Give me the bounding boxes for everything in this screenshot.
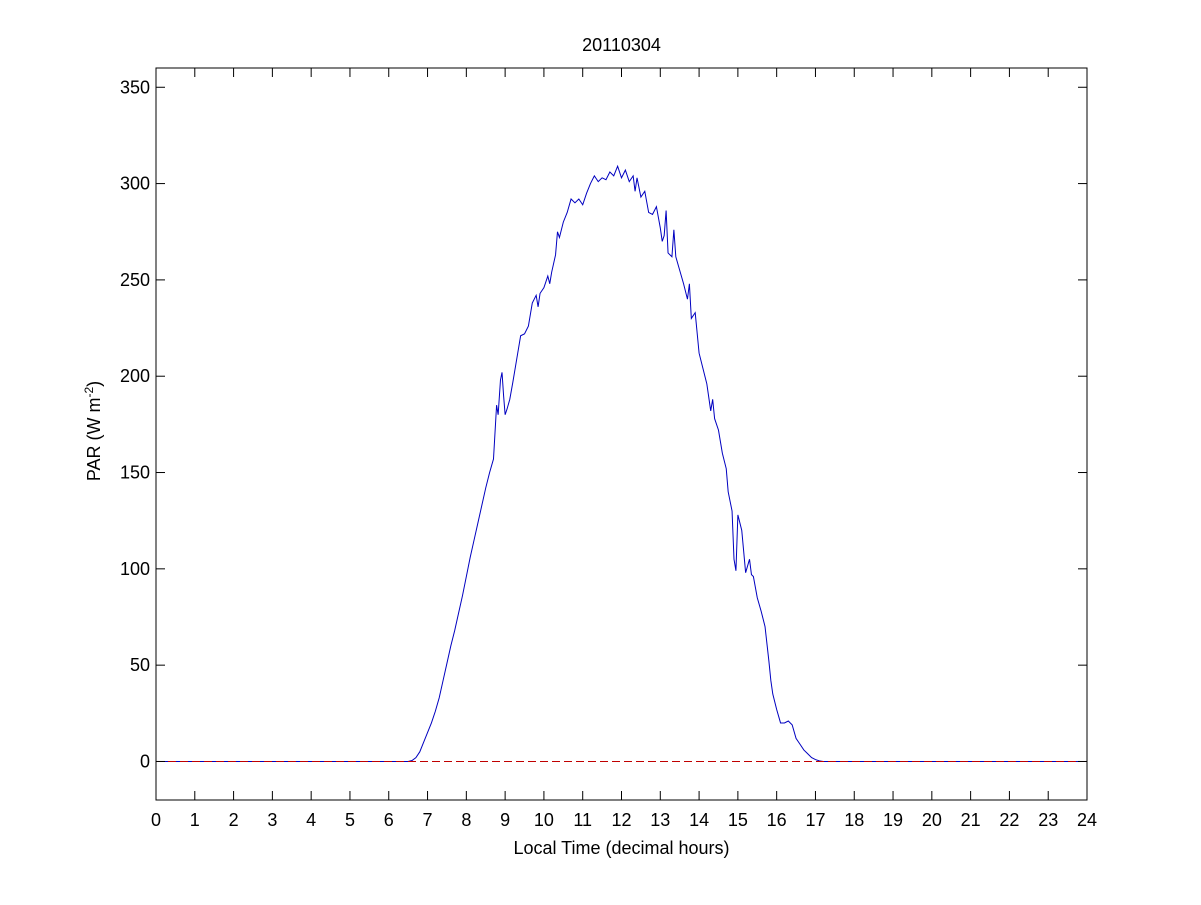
x-tick-label: 1 xyxy=(190,810,200,830)
y-tick-label: 300 xyxy=(120,174,150,194)
x-axis-ticks: 0 1 2 3 4 5 6 7 8 9 10 11 12 13 14 15 16 17 18 19 20 21 22 23 24 xyxy=(151,68,1097,830)
y-tick-label: 350 xyxy=(120,77,150,97)
x-tick-label: 14 xyxy=(689,810,709,830)
y-axis-ticks: 0 50 100 150 200 250 300 350 xyxy=(120,77,1087,771)
y-tick-label: 250 xyxy=(120,270,150,290)
y-axis-label-superscript: -2 xyxy=(82,387,96,398)
y-tick-label: 150 xyxy=(120,463,150,483)
x-tick-label: 18 xyxy=(844,810,864,830)
x-tick-label: 8 xyxy=(461,810,471,830)
x-tick-label: 2 xyxy=(229,810,239,830)
y-tick-label: 0 xyxy=(140,751,150,771)
series-layer xyxy=(156,164,1087,762)
x-tick-label: 16 xyxy=(767,810,787,830)
x-tick-label: 9 xyxy=(500,810,510,830)
x-tick-label: 24 xyxy=(1077,810,1097,830)
series-line-0 xyxy=(156,164,1087,762)
x-tick-label: 6 xyxy=(384,810,394,830)
x-tick-label: 23 xyxy=(1038,810,1058,830)
chart-title: 20110304 xyxy=(582,35,661,55)
x-tick-label: 22 xyxy=(999,810,1019,830)
x-tick-label: 20 xyxy=(922,810,942,830)
x-tick-label: 10 xyxy=(534,810,554,830)
y-axis-label-main: PAR (W m xyxy=(84,398,104,482)
x-tick-label: 12 xyxy=(611,810,631,830)
x-tick-label: 3 xyxy=(267,810,277,830)
y-axis-label: PAR (W m-2) xyxy=(82,381,104,481)
x-tick-label: 7 xyxy=(423,810,433,830)
x-tick-label: 11 xyxy=(573,810,592,830)
x-tick-label: 0 xyxy=(151,810,161,830)
y-tick-label: 200 xyxy=(120,366,150,386)
x-tick-label: 5 xyxy=(345,810,355,830)
y-tick-label: 50 xyxy=(130,655,150,675)
x-tick-label: 17 xyxy=(805,810,825,830)
y-tick-label: 100 xyxy=(120,559,150,579)
x-tick-label: 21 xyxy=(961,810,981,830)
x-axis-label: Local Time (decimal hours) xyxy=(513,838,729,858)
x-tick-label: 19 xyxy=(883,810,903,830)
plot-frame xyxy=(155,67,1088,801)
x-tick-label: 15 xyxy=(728,810,748,830)
y-axis-label-close: ) xyxy=(84,381,104,387)
x-tick-label: 4 xyxy=(306,810,316,830)
x-tick-label: 13 xyxy=(650,810,670,830)
